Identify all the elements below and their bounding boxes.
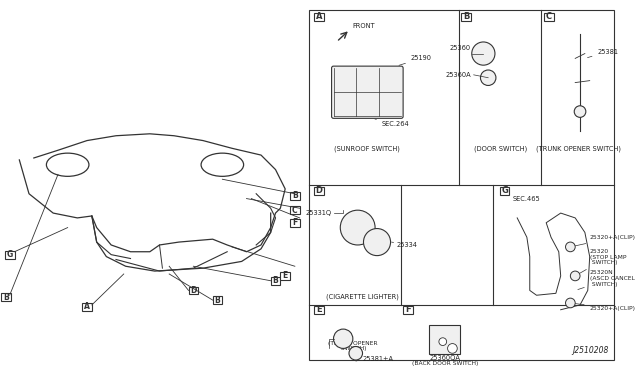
- Text: FRONT: FRONT: [352, 23, 374, 29]
- Text: B: B: [3, 293, 9, 302]
- FancyBboxPatch shape: [280, 272, 290, 280]
- Ellipse shape: [47, 153, 89, 176]
- Text: C: C: [292, 206, 298, 215]
- Text: B: B: [273, 276, 278, 285]
- Text: (BACK DOOR SWITCH): (BACK DOOR SWITCH): [412, 361, 478, 366]
- FancyBboxPatch shape: [1, 293, 11, 301]
- FancyBboxPatch shape: [314, 13, 324, 21]
- Text: SEC.465: SEC.465: [513, 196, 540, 202]
- Circle shape: [340, 210, 375, 245]
- Text: B: B: [214, 296, 220, 305]
- Text: 25320
(STOP LAMP
 SWITCH): 25320 (STOP LAMP SWITCH): [578, 249, 626, 275]
- FancyBboxPatch shape: [429, 325, 460, 354]
- Text: 25320N
(ASCD CANCEL
 SWITCH): 25320N (ASCD CANCEL SWITCH): [578, 270, 635, 289]
- Text: A: A: [316, 12, 323, 21]
- FancyBboxPatch shape: [212, 296, 222, 304]
- Text: 25334: 25334: [392, 242, 417, 248]
- FancyBboxPatch shape: [189, 286, 198, 294]
- Text: E: E: [316, 305, 322, 314]
- FancyBboxPatch shape: [544, 13, 554, 21]
- FancyBboxPatch shape: [290, 192, 300, 199]
- Text: 25360: 25360: [450, 45, 471, 51]
- Circle shape: [349, 346, 362, 360]
- Text: E: E: [282, 272, 288, 280]
- Text: (CIGARETTE LIGHTER): (CIGARETTE LIGHTER): [326, 293, 399, 300]
- FancyBboxPatch shape: [314, 306, 324, 314]
- Text: (TRUNK OPENER SWITCH): (TRUNK OPENER SWITCH): [536, 145, 621, 152]
- Circle shape: [566, 242, 575, 252]
- Text: G: G: [501, 186, 508, 195]
- Circle shape: [333, 329, 353, 349]
- FancyBboxPatch shape: [290, 219, 300, 227]
- Text: 25320+A(CLIP): 25320+A(CLIP): [573, 235, 636, 246]
- FancyBboxPatch shape: [271, 277, 280, 285]
- Text: 25320+A(CLIP): 25320+A(CLIP): [573, 303, 636, 311]
- Circle shape: [447, 344, 457, 353]
- FancyBboxPatch shape: [403, 306, 413, 314]
- Text: F: F: [405, 305, 411, 314]
- Text: 25381+A: 25381+A: [356, 356, 394, 362]
- Text: 25360A: 25360A: [445, 72, 471, 78]
- Text: D: D: [316, 186, 323, 195]
- Circle shape: [439, 338, 447, 346]
- Text: (SUNROOF SWITCH): (SUNROOF SWITCH): [335, 145, 400, 152]
- Text: (TRUNK OPENER
 SWITCH): (TRUNK OPENER SWITCH): [328, 340, 378, 351]
- Ellipse shape: [201, 153, 244, 176]
- Bar: [309, 10, 614, 360]
- FancyBboxPatch shape: [461, 13, 471, 21]
- Circle shape: [566, 298, 575, 308]
- Text: 25331Q: 25331Q: [305, 210, 332, 216]
- Circle shape: [574, 106, 586, 118]
- Circle shape: [364, 228, 390, 256]
- Text: F: F: [292, 218, 298, 227]
- FancyBboxPatch shape: [82, 303, 92, 311]
- Circle shape: [570, 271, 580, 281]
- Text: SEC.264: SEC.264: [375, 119, 410, 127]
- Text: G: G: [6, 250, 13, 259]
- Text: C: C: [546, 12, 552, 21]
- Text: 25360QA: 25360QA: [429, 355, 460, 361]
- Text: D: D: [190, 286, 196, 295]
- Text: (DOOR SWITCH): (DOOR SWITCH): [474, 145, 527, 152]
- Circle shape: [481, 70, 496, 86]
- FancyBboxPatch shape: [500, 187, 509, 195]
- Text: 25381: 25381: [588, 49, 618, 58]
- Circle shape: [472, 42, 495, 65]
- Text: 25190: 25190: [399, 55, 432, 65]
- Text: B: B: [292, 191, 298, 200]
- Text: A: A: [84, 302, 90, 311]
- Text: J2510208: J2510208: [573, 346, 609, 355]
- Text: B: B: [463, 12, 469, 21]
- FancyBboxPatch shape: [314, 187, 324, 195]
- FancyBboxPatch shape: [5, 251, 15, 259]
- FancyBboxPatch shape: [290, 206, 300, 214]
- FancyBboxPatch shape: [332, 66, 403, 118]
